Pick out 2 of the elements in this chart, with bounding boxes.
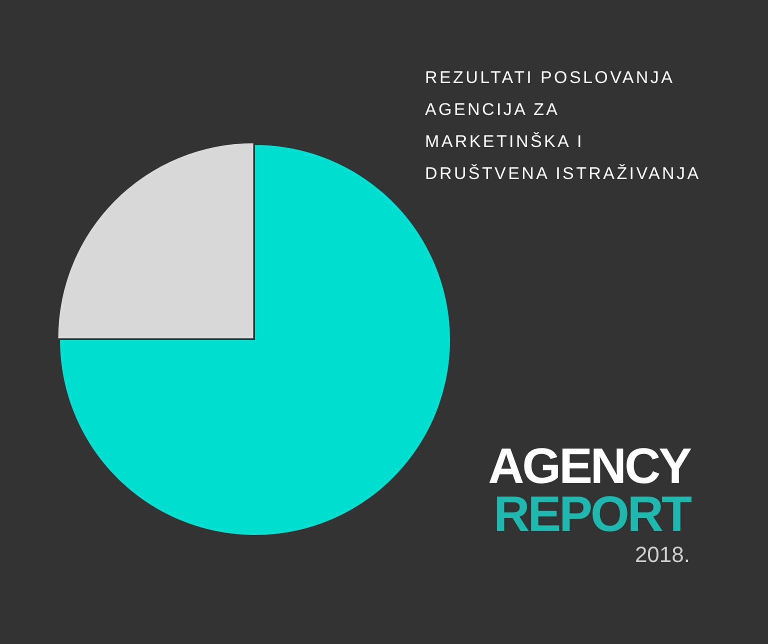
text: 2018. [634,542,690,568]
text: REZULTATI POSLOVANJA AGENCIJA ZA MARKETINŠKA I DRUŠTVENA ISTRAŽIVANJA [425,67,701,185]
